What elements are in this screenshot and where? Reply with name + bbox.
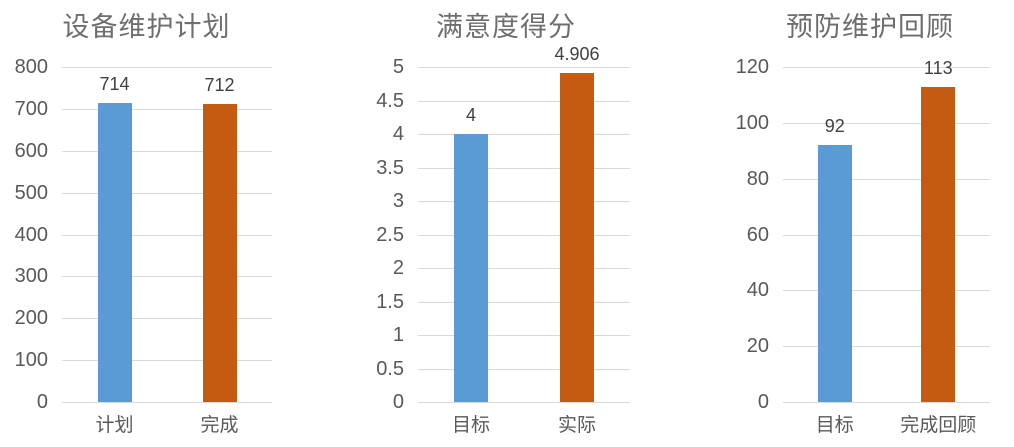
gridline [418,234,630,236]
chart-title: 预防维护回顾 [786,12,954,42]
bar [921,86,956,402]
y-axis-tick-label: 4.5 [376,89,404,112]
chart-equipment-maintenance-plan: 设备维护计划 0 100 200 300 400 500 600 700 800 714 计划 712… [0,0,293,447]
x-category-label: 实际 [557,415,597,436]
gridline [62,276,272,278]
gridline [418,368,630,370]
y-axis-tick-label: 500 [14,181,48,204]
plot-area: 0 100 200 300 400 500 600 700 800 714 计划 712 完成 [15,57,272,436]
gridline [418,402,630,403]
y-axis-tick-label: 2.5 [376,223,404,246]
gridline [62,67,272,68]
gridline [62,360,272,362]
bar-value-label: 712 [204,74,235,95]
gridline [62,234,272,236]
y-axis-tick-label: 200 [14,307,48,330]
bar-value-label: 113 [923,57,953,78]
y-axis-tick-label: 100 [735,111,769,134]
gridline [62,150,272,152]
gridline [62,318,272,320]
chart-preventive-maintenance-review: 预防维护回顾 0 20 40 60 80 100 120 92 目标 113 完成回顾 [730,0,1010,447]
gridline [418,301,630,303]
plot-area: 0 20 40 60 80 100 120 92 目标 113 完成回顾 [736,57,990,436]
bar [454,134,488,402]
chart-title: 设备维护计划 [62,12,231,42]
gridline [62,192,272,194]
y-axis-tick-label: 700 [14,97,48,120]
chart-title: 满意度得分 [436,12,576,42]
y-axis-tick-label: 1 [392,324,404,346]
bar-value-label: 92 [824,116,845,137]
gridline [783,67,990,68]
y-axis-tick-label: 400 [14,223,48,246]
y-axis-tick-label: 600 [14,139,48,162]
bar [202,103,237,402]
x-category-label: 完成 [200,415,239,436]
y-axis-tick-label: 0 [392,391,404,413]
x-category-label: 完成回顾 [900,415,977,436]
y-axis-tick-label: 4 [392,123,404,145]
y-axis-tick-label: 2 [392,257,404,279]
y-axis-tick-label: 0 [36,391,48,413]
gridline [783,178,990,180]
gridline [418,268,630,269]
y-axis-tick-label: 5 [392,56,404,78]
chart-satisfaction-score: 满意度得分 0 0.5 1 1.5 2 2.5 3 3.5 4 4.5 5 4 目标 4.906 实际 [340,0,672,447]
bar-value-label: 714 [99,74,130,95]
x-category-label: 目标 [451,415,491,436]
bar [817,145,852,402]
gridline [418,167,630,169]
gridline [62,108,272,110]
gridline [783,234,990,236]
y-axis-tick-label: 0 [757,391,769,413]
x-category-label: 目标 [815,415,854,436]
plot-area: 0 0.5 1 1.5 2 2.5 3 3.5 4 4.5 5 4 目标 4.906 实际 [376,45,630,436]
y-axis-tick-label: 80 [746,167,769,190]
y-axis-tick-label: 100 [14,349,48,372]
bar [560,73,594,402]
y-axis-tick-label: 60 [746,223,769,246]
bar [97,103,132,402]
gridline [418,100,630,102]
gridline [783,402,990,403]
y-axis-tick-label: 800 [14,56,48,78]
gridline [783,346,990,348]
y-axis-tick-label: 3 [392,190,404,212]
y-axis-tick-label: 40 [746,279,769,302]
gridline [62,402,272,403]
gridline [418,67,630,68]
y-axis-tick-label: 120 [735,56,769,78]
bar-value-label: 4.906 [554,44,600,65]
x-category-label: 计划 [95,415,134,436]
bar-value-label: 4 [465,105,477,125]
y-axis-tick-label: 300 [14,265,48,288]
gridline [418,134,630,135]
gridline [418,201,630,202]
gridline [783,122,990,124]
gridline [783,290,990,292]
y-axis-tick-label: 20 [746,335,769,358]
gridline [418,335,630,336]
y-axis-tick-label: 3.5 [376,156,404,179]
y-axis-tick-label: 0.5 [376,357,404,380]
y-axis-tick-label: 1.5 [376,290,404,313]
